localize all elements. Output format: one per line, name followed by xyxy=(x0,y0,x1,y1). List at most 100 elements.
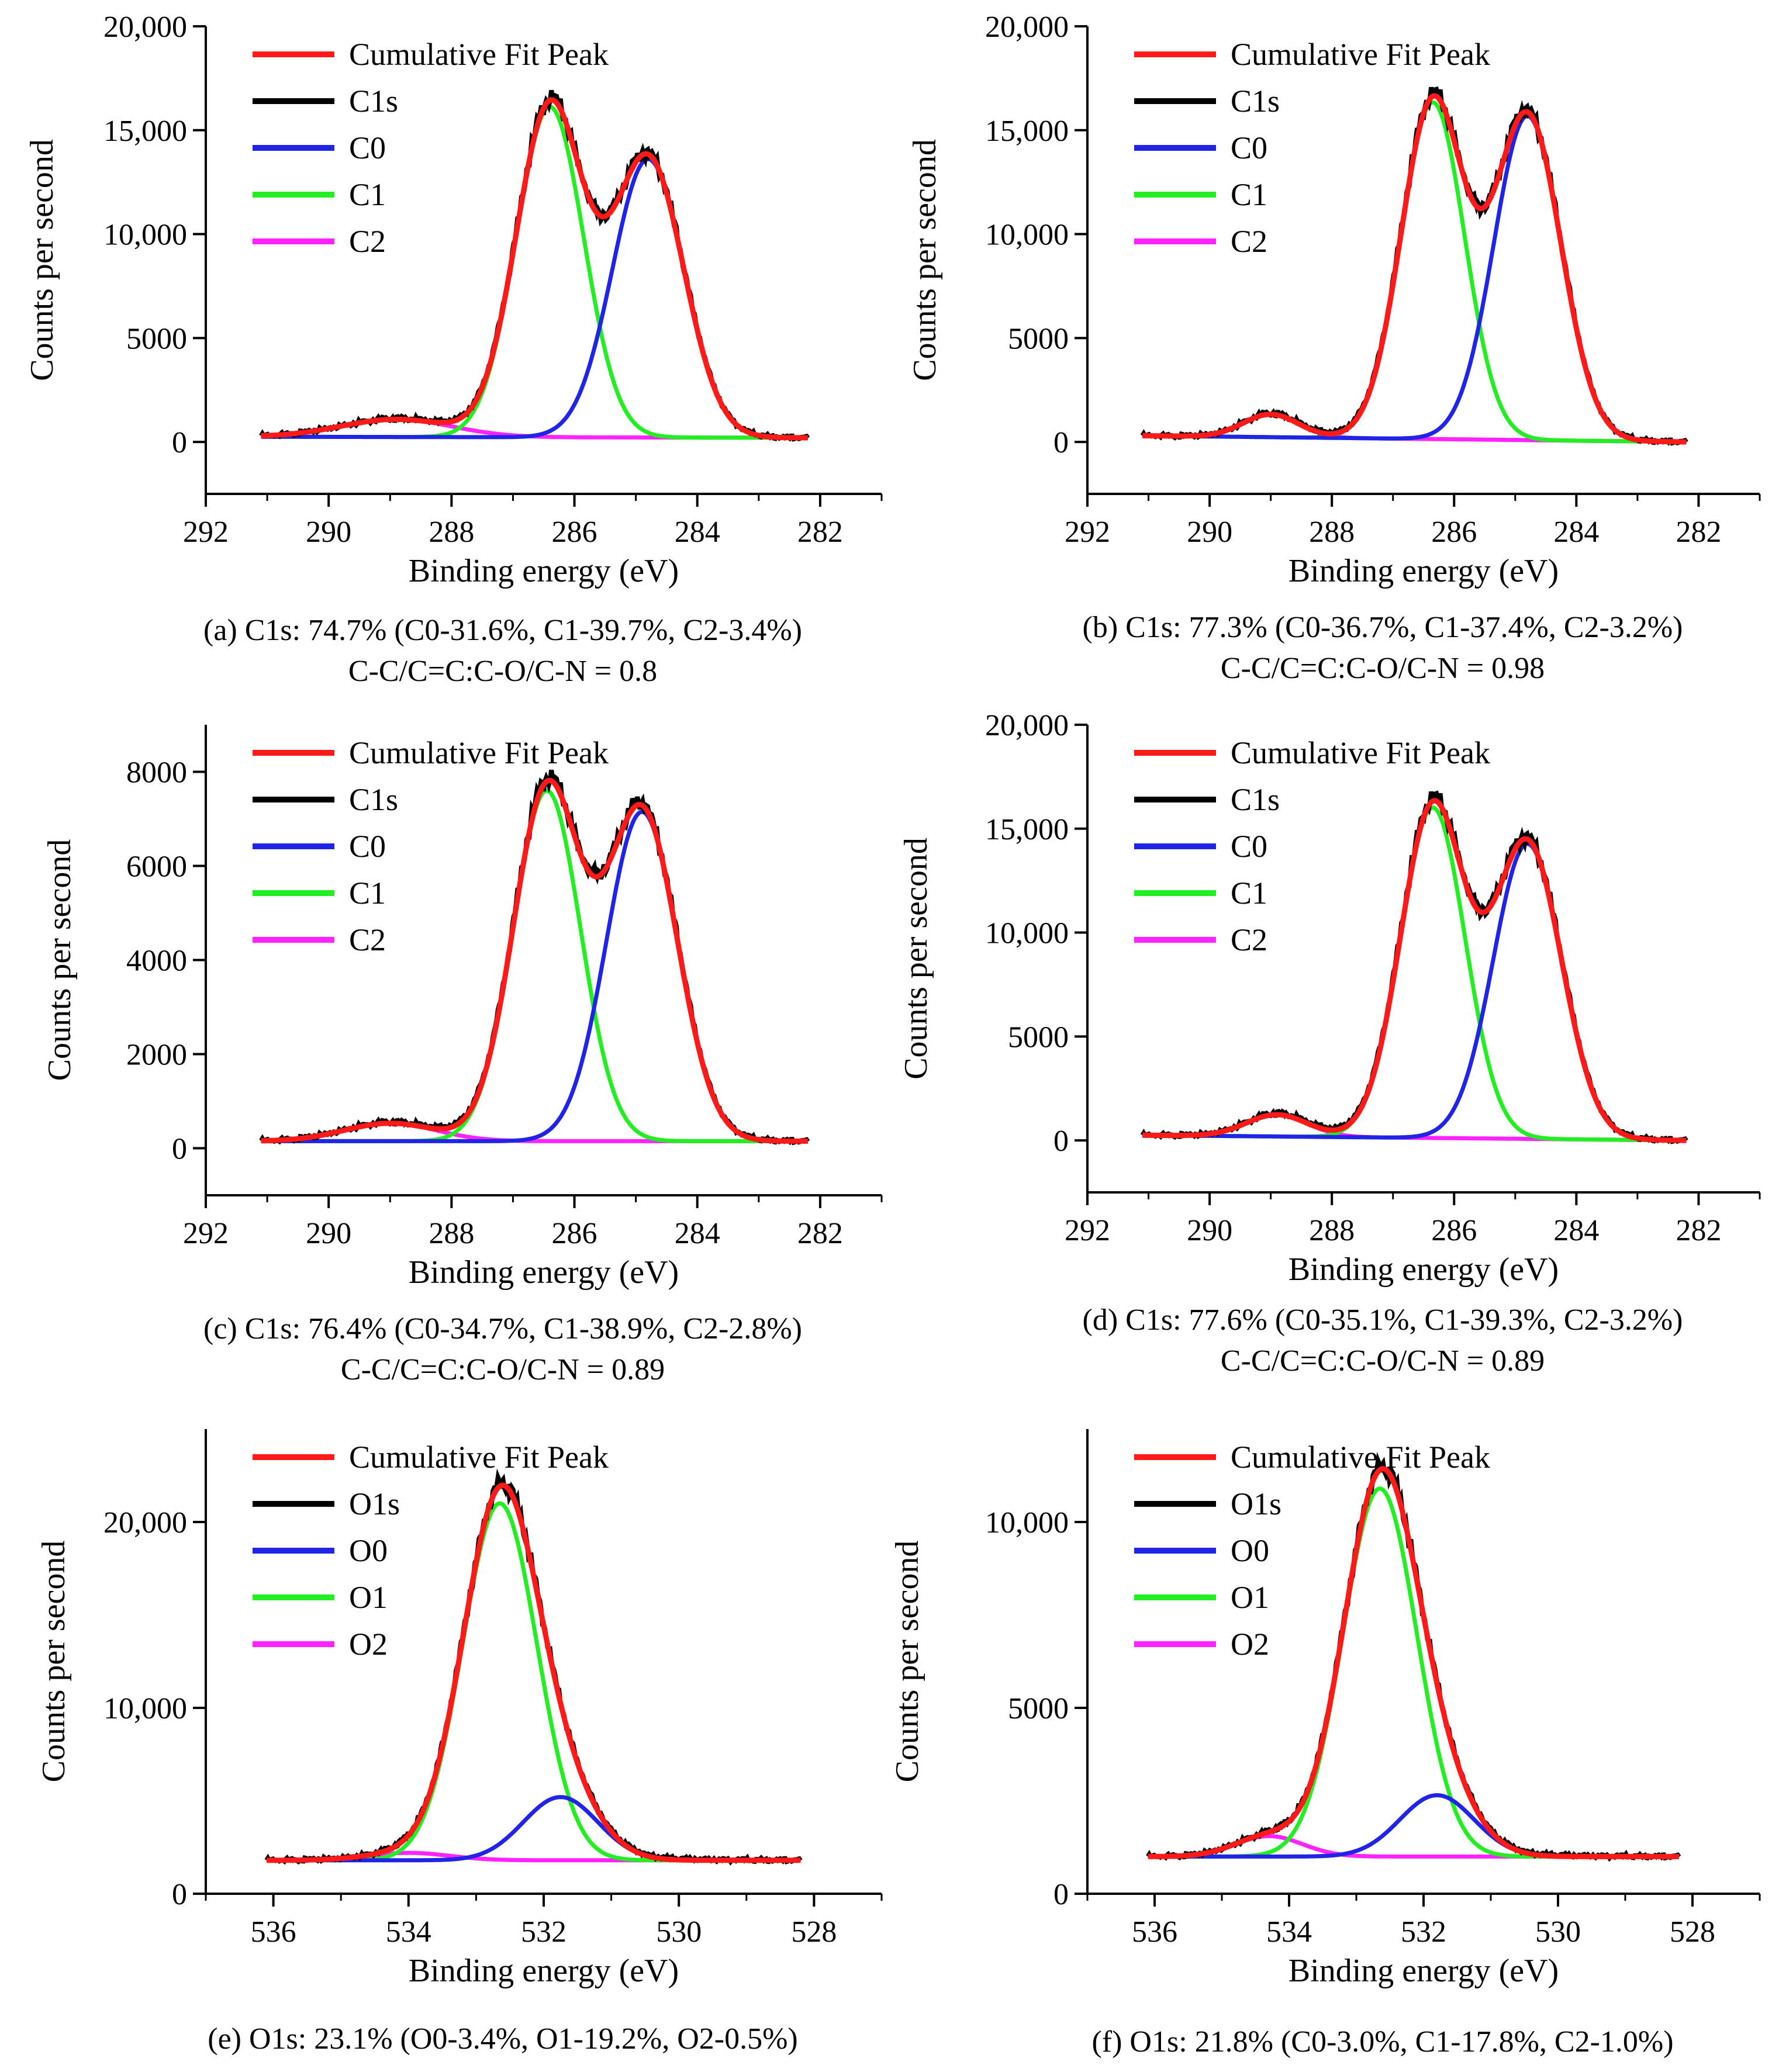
legend-label: Cumulative Fit Peak xyxy=(1231,735,1490,770)
panel-caption: (a) C1s: 74.7% (C0-31.6%, C1-39.7%, C2-3… xyxy=(203,614,802,647)
legend-label: O1 xyxy=(1231,1580,1269,1615)
cumulative-fit-curve xyxy=(261,777,808,1144)
x-axis-title: Binding energy (eV) xyxy=(1289,1953,1559,1989)
x-tick-label: 532 xyxy=(1401,1915,1446,1949)
panel-caption: C-C/C=C:C-O/C-N = 0.98 xyxy=(1221,652,1545,685)
x-tick-label: 284 xyxy=(675,1217,720,1250)
legend-label: O0 xyxy=(1231,1533,1269,1568)
x-tick-label: 282 xyxy=(1676,1214,1721,1247)
x-tick-label: 536 xyxy=(1132,1915,1177,1949)
measured-spectrum xyxy=(259,769,810,1146)
x-tick-label: 292 xyxy=(1065,516,1110,549)
legend-label: C2 xyxy=(349,922,386,957)
panel-caption: (f) O1s: 21.8% (C0-3.0%, C1-17.8%, C2-1.… xyxy=(1091,2025,1673,2059)
legend-label: C1s xyxy=(349,782,398,817)
panel-caption: (e) O1s: 23.1% (O0-3.4%, O1-19.2%, O2-0.… xyxy=(208,2022,797,2056)
x-axis-title: Binding energy (eV) xyxy=(1289,553,1559,589)
component-C0-curve xyxy=(1142,842,1687,1143)
measured-spectrum xyxy=(1146,1452,1681,1862)
x-tick-label: 290 xyxy=(306,1217,351,1250)
x-tick-label: 292 xyxy=(183,1217,229,1250)
x-tick-label: 288 xyxy=(429,516,474,549)
legend-label: C0 xyxy=(1231,829,1267,864)
cumulative-fit-curve xyxy=(1148,1466,1679,1859)
cumulative-fit-curve xyxy=(1142,93,1687,445)
y-axis-title: Counts per second xyxy=(42,839,78,1081)
legend-label: Cumulative Fit Peak xyxy=(1231,37,1490,72)
y-tick-label: 15,000 xyxy=(985,115,1069,148)
legend-label: C0 xyxy=(349,130,386,165)
y-axis-title: Counts per second xyxy=(889,1541,925,1783)
legend-label: C2 xyxy=(1231,922,1267,957)
y-tick-label: 0 xyxy=(1053,426,1069,459)
y-tick-label: 20,000 xyxy=(985,709,1069,742)
x-axis-title: Binding energy (eV) xyxy=(409,1953,679,1989)
x-tick-label: 286 xyxy=(1431,1214,1477,1247)
legend-label: C1s xyxy=(1231,782,1280,817)
legend-label: C0 xyxy=(349,829,386,864)
legend-label: O2 xyxy=(1231,1627,1269,1662)
y-tick-label: 5000 xyxy=(1008,322,1069,355)
y-tick-label: 5000 xyxy=(126,322,187,355)
x-tick-label: 290 xyxy=(1187,1214,1232,1247)
measured-spectrum xyxy=(264,1468,803,1866)
legend-label: O1s xyxy=(1231,1486,1281,1521)
component-O0-curve xyxy=(267,1795,801,1863)
y-tick-label: 0 xyxy=(1053,1878,1069,1911)
panel-caption: C-C/C=C:C-O/C-N = 0.89 xyxy=(341,1353,665,1386)
panel-e: 536 534 532 530 528 0 10,000 20,000 Binding ener… xyxy=(36,1429,883,2056)
y-axis-title: Counts per second xyxy=(36,1541,72,1783)
y-tick-label: 5000 xyxy=(1008,1692,1069,1725)
panel-caption: (c) C1s: 76.4% (C0-34.7%, C1-38.9%, C2-2… xyxy=(203,1312,802,1345)
y-axis-title: Counts per second xyxy=(898,838,934,1080)
legend-label: C1s xyxy=(349,84,398,119)
panel-caption: C-C/C=C:C-O/C-N = 0.8 xyxy=(348,655,657,688)
y-tick-label: 4000 xyxy=(126,945,187,978)
x-tick-label: 288 xyxy=(1309,516,1355,549)
legend-label: Cumulative Fit Peak xyxy=(1231,1440,1490,1475)
y-tick-label: 10,000 xyxy=(985,219,1069,252)
y-tick-label: 0 xyxy=(172,1133,187,1166)
component-C1-curve xyxy=(261,788,808,1143)
panel-caption: C-C/C=C:C-O/C-N = 0.89 xyxy=(1221,1344,1545,1378)
legend-label: Cumulative Fit Peak xyxy=(349,37,609,72)
cumulative-fit-curve xyxy=(267,1482,801,1863)
x-tick-label: 286 xyxy=(552,516,597,549)
y-tick-label: 15,000 xyxy=(985,813,1069,846)
legend-label: Cumulative Fit Peak xyxy=(349,1440,609,1475)
y-tick-label: 5000 xyxy=(1008,1021,1069,1054)
y-tick-label: 6000 xyxy=(126,850,187,884)
x-tick-label: 530 xyxy=(656,1915,702,1949)
x-tick-label: 292 xyxy=(183,516,229,549)
cumulative-fit-curve xyxy=(1142,798,1687,1143)
component-C1-curve xyxy=(261,105,808,440)
x-axis-title: Binding energy (eV) xyxy=(409,553,679,589)
y-tick-label: 10,000 xyxy=(103,1692,187,1725)
x-tick-label: 288 xyxy=(429,1217,474,1250)
legend-label: Cumulative Fit Peak xyxy=(349,735,609,770)
y-tick-label: 10,000 xyxy=(103,219,187,252)
y-tick-label: 20,000 xyxy=(103,1506,187,1540)
y-tick-label: 0 xyxy=(172,1878,187,1911)
x-tick-label: 286 xyxy=(1431,516,1477,549)
panel-a: 292 290 288 286 284 282 0 5000 10,000 15,000 20,00… xyxy=(24,11,883,688)
legend-label: C1 xyxy=(1231,876,1267,911)
legend-label: C1s xyxy=(1231,84,1280,119)
x-tick-label: 534 xyxy=(1266,1915,1312,1949)
legend-label: O1s xyxy=(349,1486,400,1521)
legend-label: C2 xyxy=(1231,224,1267,259)
y-tick-label: 20,000 xyxy=(103,11,187,44)
y-tick-label: 2000 xyxy=(126,1039,187,1072)
x-tick-label: 290 xyxy=(306,516,351,549)
x-tick-label: 536 xyxy=(251,1915,296,1949)
panel-f: 536 534 532 530 528 0 5000 10,000 Binding energy… xyxy=(889,1429,1761,2059)
panel-caption: (d) C1s: 77.6% (C0-35.1%, C1-39.3%, C2-3… xyxy=(1083,1303,1683,1337)
x-tick-label: 288 xyxy=(1309,1214,1355,1247)
legend-label: C1 xyxy=(1231,177,1267,212)
x-tick-label: 528 xyxy=(1670,1915,1715,1949)
legend-label: O2 xyxy=(349,1627,388,1662)
panel-b: 292 290 288 286 284 282 0 5000 10,000 15,000 20,00… xyxy=(907,11,1761,685)
y-tick-label: 10,000 xyxy=(985,1506,1069,1540)
x-tick-label: 292 xyxy=(1065,1214,1110,1247)
